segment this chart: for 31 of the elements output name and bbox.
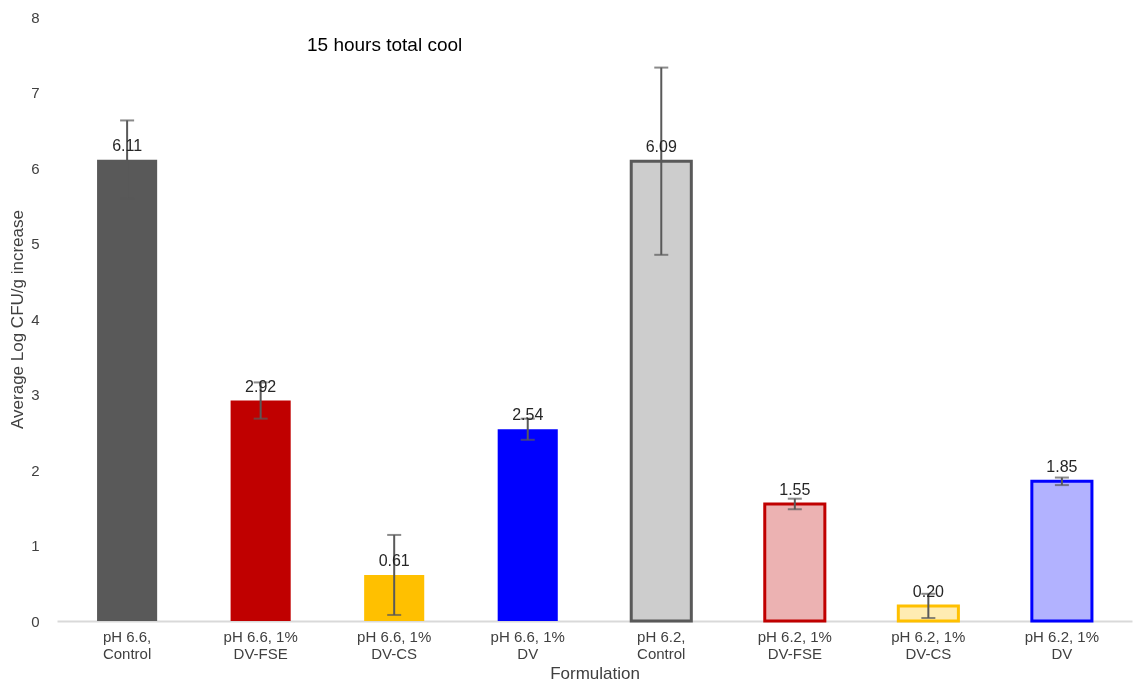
y-tick-label: 1	[31, 537, 40, 554]
y-tick-label: 5	[31, 235, 40, 252]
x-tick-label: pH 6.6, 1% DV	[490, 627, 565, 662]
bar	[497, 429, 558, 621]
y-axis-title: Average Log CFU/g increase	[8, 210, 28, 429]
data-label: 1.85	[1046, 458, 1078, 476]
y-tick-label: 4	[31, 310, 40, 328]
bar	[763, 502, 827, 623]
y-tick-label: 0	[31, 612, 40, 630]
y-tick-label: 3	[31, 386, 40, 403]
data-label: 0.20	[912, 582, 945, 600]
y-tick-label: 7	[31, 84, 40, 101]
x-axis-title: Formulation	[550, 663, 640, 683]
bar	[896, 604, 960, 623]
text: 15 hours total cool	[307, 34, 463, 55]
x-tick-label: pH 6.6, 1% DV-CS	[357, 627, 432, 662]
x-tick-label: pH 6.6, Control	[102, 627, 152, 662]
x-tick-label: pH 6.2, 1% DV-CS	[891, 627, 966, 662]
y-tick-label: 2	[31, 461, 40, 479]
y-tick-label: 6	[31, 159, 40, 177]
x-tick-label: pH 6.2, 1% DV	[1024, 627, 1099, 662]
bar	[629, 159, 693, 623]
bar	[230, 400, 291, 621]
data-label: 2.54	[512, 406, 544, 424]
x-tick-label: pH 6.6, 1% DV-FSE	[223, 627, 298, 662]
data-label: 1.55	[779, 480, 811, 498]
x-tick-label: pH 6.2, 1% DV-FSE	[757, 627, 832, 662]
bar	[364, 574, 425, 621]
bar	[1030, 479, 1094, 623]
x-tick-label: pH 6.2, Control	[637, 627, 686, 662]
y-tick-label: 8	[31, 8, 40, 26]
